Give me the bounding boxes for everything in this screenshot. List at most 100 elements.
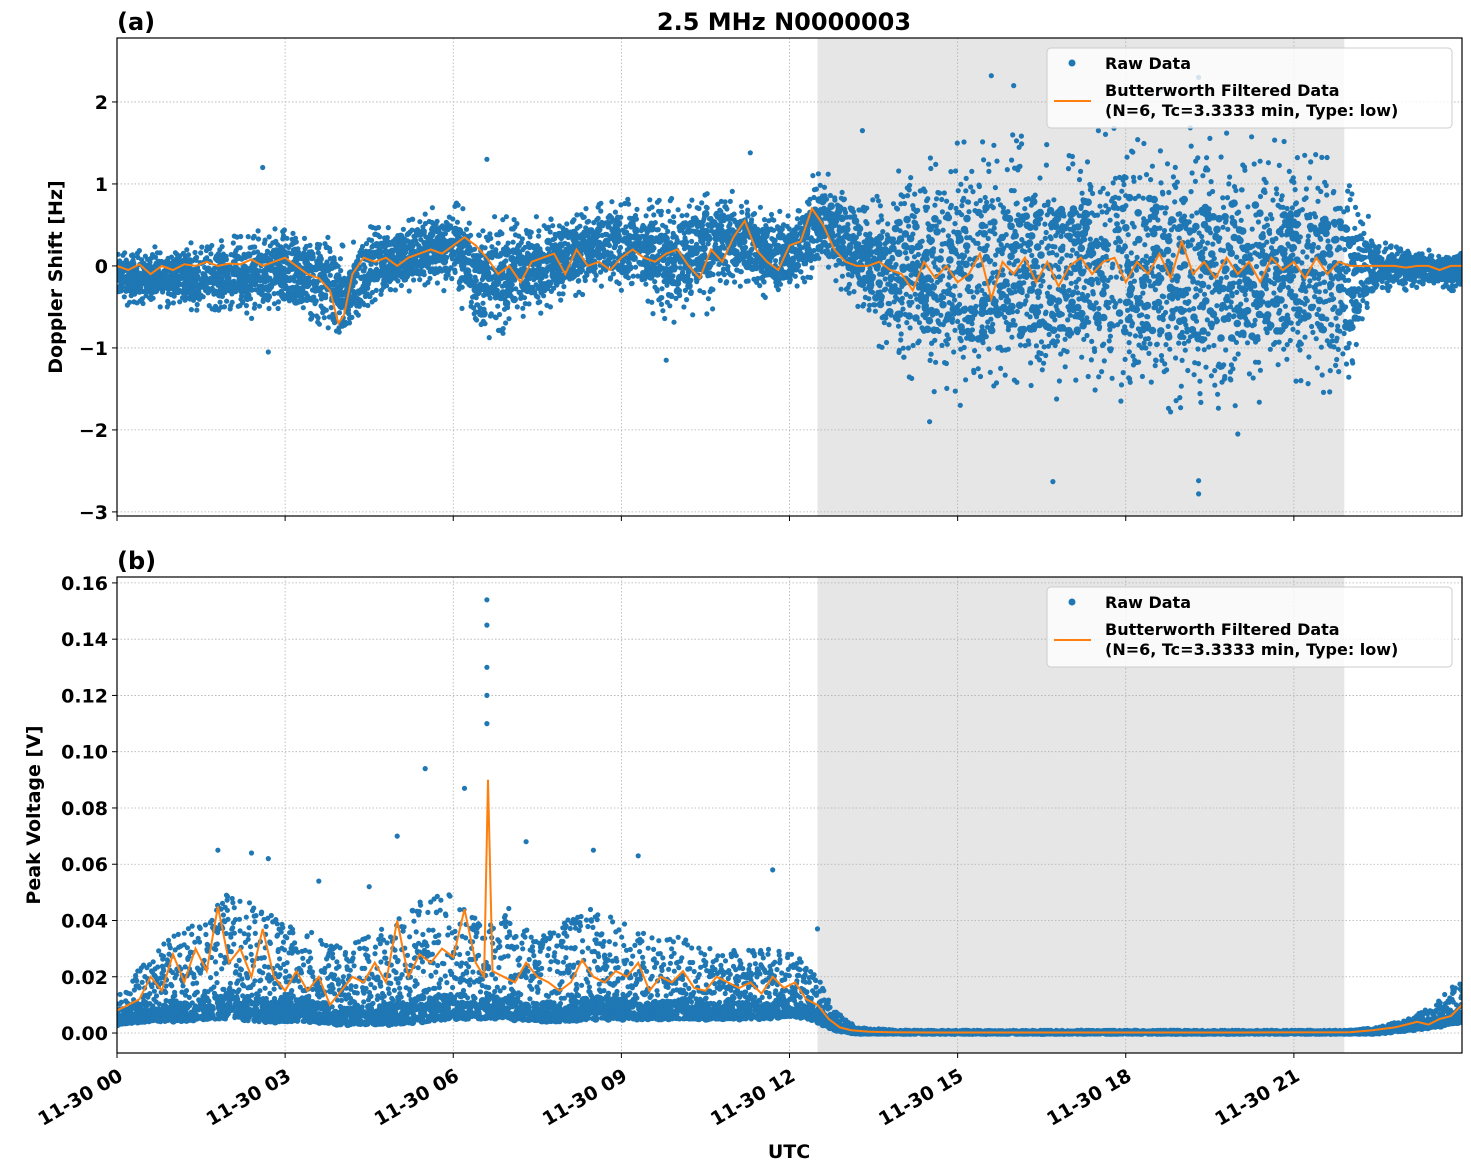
raw-data-point <box>958 338 964 344</box>
raw-data-point <box>208 251 214 257</box>
raw-data-point <box>350 239 357 245</box>
raw-data-point <box>1048 236 1054 242</box>
raw-data-point <box>1027 314 1033 320</box>
raw-data-point <box>1321 279 1328 285</box>
raw-data-point <box>1089 338 1095 344</box>
raw-data-point <box>976 183 983 190</box>
raw-data-point <box>417 219 423 225</box>
raw-data-point <box>293 239 299 245</box>
raw-data-point <box>963 188 969 194</box>
raw-data-point <box>612 209 619 215</box>
raw-data-point <box>961 139 967 145</box>
raw-data-point <box>500 217 506 223</box>
raw-data-point <box>1211 342 1217 349</box>
raw-data-point <box>864 220 870 227</box>
raw-data-point <box>388 287 394 293</box>
raw-data-point <box>665 228 671 234</box>
raw-data-point <box>266 234 272 240</box>
raw-data-point <box>915 304 921 310</box>
raw-data-point <box>1017 163 1023 169</box>
raw-data-point <box>621 258 627 264</box>
raw-data-point <box>939 196 945 203</box>
raw-data-point <box>1013 138 1020 144</box>
raw-data-point <box>1055 333 1061 339</box>
raw-data-point <box>480 228 486 234</box>
raw-data-point <box>1082 237 1088 243</box>
raw-data-point <box>1095 212 1101 218</box>
raw-data-point <box>1327 368 1333 374</box>
raw-data-point <box>630 273 636 279</box>
raw-data-point <box>940 273 946 279</box>
raw-data-point <box>1297 347 1303 353</box>
raw-data-point <box>346 320 353 326</box>
raw-data-point <box>429 205 435 211</box>
raw-data-point <box>907 325 913 331</box>
raw-data-point <box>1102 131 1109 137</box>
raw-data-point <box>1148 177 1154 183</box>
raw-data-point <box>581 214 587 220</box>
raw-data-point <box>705 296 712 302</box>
raw-data-point <box>1128 250 1134 256</box>
raw-data-point <box>1302 152 1308 158</box>
raw-data-point <box>1293 378 1299 384</box>
raw-data-point <box>417 277 423 283</box>
raw-data-point <box>662 315 668 322</box>
raw-data-point <box>1186 286 1192 292</box>
raw-data-point <box>901 354 907 360</box>
raw-data-point <box>1191 306 1197 312</box>
raw-data-point <box>988 316 994 322</box>
raw-data-point <box>1105 305 1111 311</box>
raw-data-point <box>584 272 590 278</box>
raw-data-point <box>1251 322 1257 328</box>
raw-data-point <box>1271 290 1277 296</box>
raw-data-point <box>516 233 522 239</box>
raw-data-point <box>701 289 707 296</box>
raw-data-point <box>744 199 750 205</box>
raw-data-point <box>658 208 665 214</box>
raw-data-point <box>547 229 553 235</box>
raw-data-point <box>633 216 640 222</box>
raw-data-point <box>886 322 892 328</box>
raw-data-point <box>623 224 629 230</box>
raw-data-point <box>1001 245 1007 251</box>
raw-data-point <box>839 189 845 195</box>
raw-data-point <box>1332 304 1338 310</box>
raw-data-point <box>898 337 904 343</box>
raw-data-point <box>1002 314 1008 320</box>
raw-data-point <box>1277 307 1283 314</box>
raw-data-point <box>652 220 658 226</box>
raw-data-point <box>609 199 615 205</box>
raw-data-point <box>762 294 768 300</box>
raw-data-point <box>1153 357 1159 364</box>
raw-data-point <box>598 283 605 289</box>
raw-data-point <box>309 312 315 318</box>
raw-data-point <box>571 217 577 223</box>
raw-data-point <box>538 310 544 316</box>
raw-data-point <box>1124 154 1130 160</box>
raw-data-point <box>832 197 838 203</box>
raw-data-point <box>1022 249 1028 255</box>
raw-data-point <box>583 206 589 212</box>
raw-data-point <box>684 212 690 218</box>
raw-data-point <box>992 185 999 191</box>
raw-data-point <box>987 369 993 375</box>
raw-data-point <box>1142 242 1148 248</box>
raw-data-point <box>1189 213 1195 219</box>
raw-data-point <box>901 200 908 207</box>
raw-data-point <box>957 402 963 408</box>
raw-data-point <box>383 248 389 254</box>
raw-data-point <box>1206 344 1212 350</box>
raw-data-point <box>792 273 798 279</box>
raw-data-point <box>866 307 872 313</box>
raw-data-point <box>961 253 968 259</box>
raw-data-point <box>927 155 934 161</box>
raw-data-point <box>654 288 660 294</box>
raw-data-point <box>130 253 136 259</box>
raw-data-point <box>986 346 992 352</box>
raw-data-point <box>981 157 987 163</box>
raw-data-point <box>1132 333 1139 339</box>
raw-data-point <box>656 197 662 203</box>
raw-data-point <box>1026 341 1032 347</box>
raw-data-point <box>1304 298 1310 304</box>
raw-data-point <box>392 287 398 293</box>
